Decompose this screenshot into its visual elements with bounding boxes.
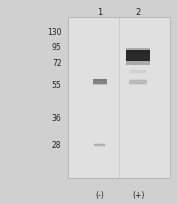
Text: 72: 72 bbox=[52, 58, 61, 67]
Text: 28: 28 bbox=[52, 141, 61, 150]
Bar bbox=[126, 48, 150, 54]
Bar bbox=[68, 18, 170, 178]
Bar bbox=[93, 84, 107, 86]
Bar bbox=[94, 146, 105, 148]
Bar bbox=[129, 80, 147, 82]
Bar bbox=[129, 84, 147, 85]
Text: 1: 1 bbox=[97, 8, 102, 17]
Bar bbox=[93, 80, 107, 84]
Bar bbox=[130, 70, 146, 72]
Bar bbox=[129, 80, 147, 84]
Text: 2: 2 bbox=[136, 8, 141, 17]
Bar bbox=[130, 73, 146, 75]
Bar bbox=[94, 144, 105, 147]
Bar bbox=[94, 143, 105, 145]
Text: 95: 95 bbox=[52, 43, 61, 52]
Bar bbox=[93, 79, 107, 81]
Text: 55: 55 bbox=[52, 80, 61, 89]
Text: (+): (+) bbox=[132, 190, 144, 199]
Bar bbox=[130, 71, 146, 74]
Text: 130: 130 bbox=[47, 28, 61, 37]
Text: 36: 36 bbox=[52, 114, 61, 123]
Text: (-): (-) bbox=[95, 190, 104, 199]
Bar bbox=[126, 61, 150, 65]
Bar bbox=[126, 51, 150, 62]
